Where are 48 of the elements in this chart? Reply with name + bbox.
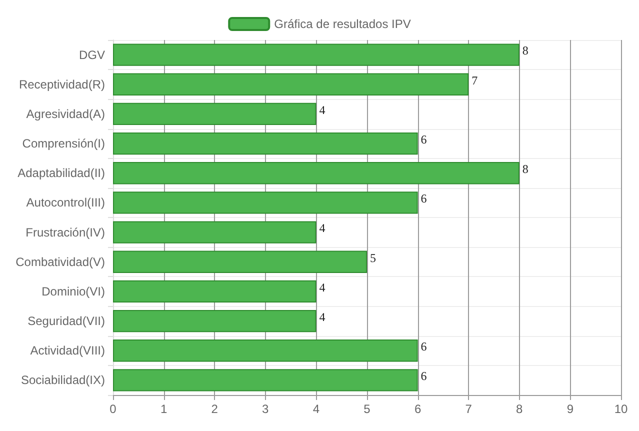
legend-label: Gráfica de resultados IPV: [274, 17, 411, 31]
data-label: 4: [319, 221, 326, 236]
bar: [113, 102, 316, 126]
data-label: 8: [522, 162, 528, 176]
x-tick-label: 1: [160, 402, 168, 416]
data-label: 6: [420, 340, 427, 354]
y-tick-label: Adaptabilidad(II): [18, 166, 105, 180]
bar: [113, 162, 520, 184]
bar: [113, 73, 469, 96]
data-label: 6: [420, 132, 427, 146]
bar: [113, 221, 316, 244]
x-tick-label: 9: [566, 402, 574, 416]
data-label: 4: [319, 310, 326, 324]
x-tick-label: 6: [414, 402, 422, 416]
y-tick-label: Frustración(IV): [26, 225, 105, 240]
bar: [113, 44, 520, 66]
y-tick-label: Combatividad(V): [16, 254, 105, 269]
x-tick-label: 0: [110, 402, 117, 416]
x-tick-label: 7: [465, 402, 472, 416]
y-tick-label: Actividad(VIII): [30, 344, 105, 358]
x-tick-label: 2: [211, 402, 218, 416]
bar: [113, 310, 316, 332]
x-tick-label: 4: [312, 402, 320, 416]
y-tick-label: Receptividad(R): [18, 77, 105, 92]
bar: [113, 250, 367, 273]
y-tick-label: Autocontrol(III): [26, 196, 105, 210]
data-label: 6: [420, 369, 427, 384]
data-label: 4: [319, 280, 326, 294]
y-tick-label: Sociabilidad(IX): [20, 373, 105, 388]
bar: [113, 192, 418, 214]
y-tick-label: Agresividad(A): [26, 106, 105, 121]
x-tick-label: 10: [614, 402, 628, 416]
data-label: 6: [420, 192, 427, 206]
data-label: 5: [370, 250, 376, 265]
x-tick-label: 5: [364, 402, 371, 416]
bar: [113, 340, 418, 362]
data-label: 8: [522, 44, 528, 58]
bar: [113, 280, 316, 303]
x-tick-label: 3: [262, 402, 270, 416]
x-tick-label: 8: [516, 402, 524, 416]
y-tick-label: Comprensión(I): [22, 136, 105, 151]
y-tick-label: Seguridad(VII): [28, 314, 105, 328]
bar: [113, 369, 418, 392]
bar: [113, 132, 418, 155]
data-label: 4: [319, 102, 326, 117]
y-tick-label: Dominio(VI): [42, 284, 105, 298]
y-tick-label: DGV: [78, 48, 105, 62]
data-label: 7: [472, 73, 478, 88]
